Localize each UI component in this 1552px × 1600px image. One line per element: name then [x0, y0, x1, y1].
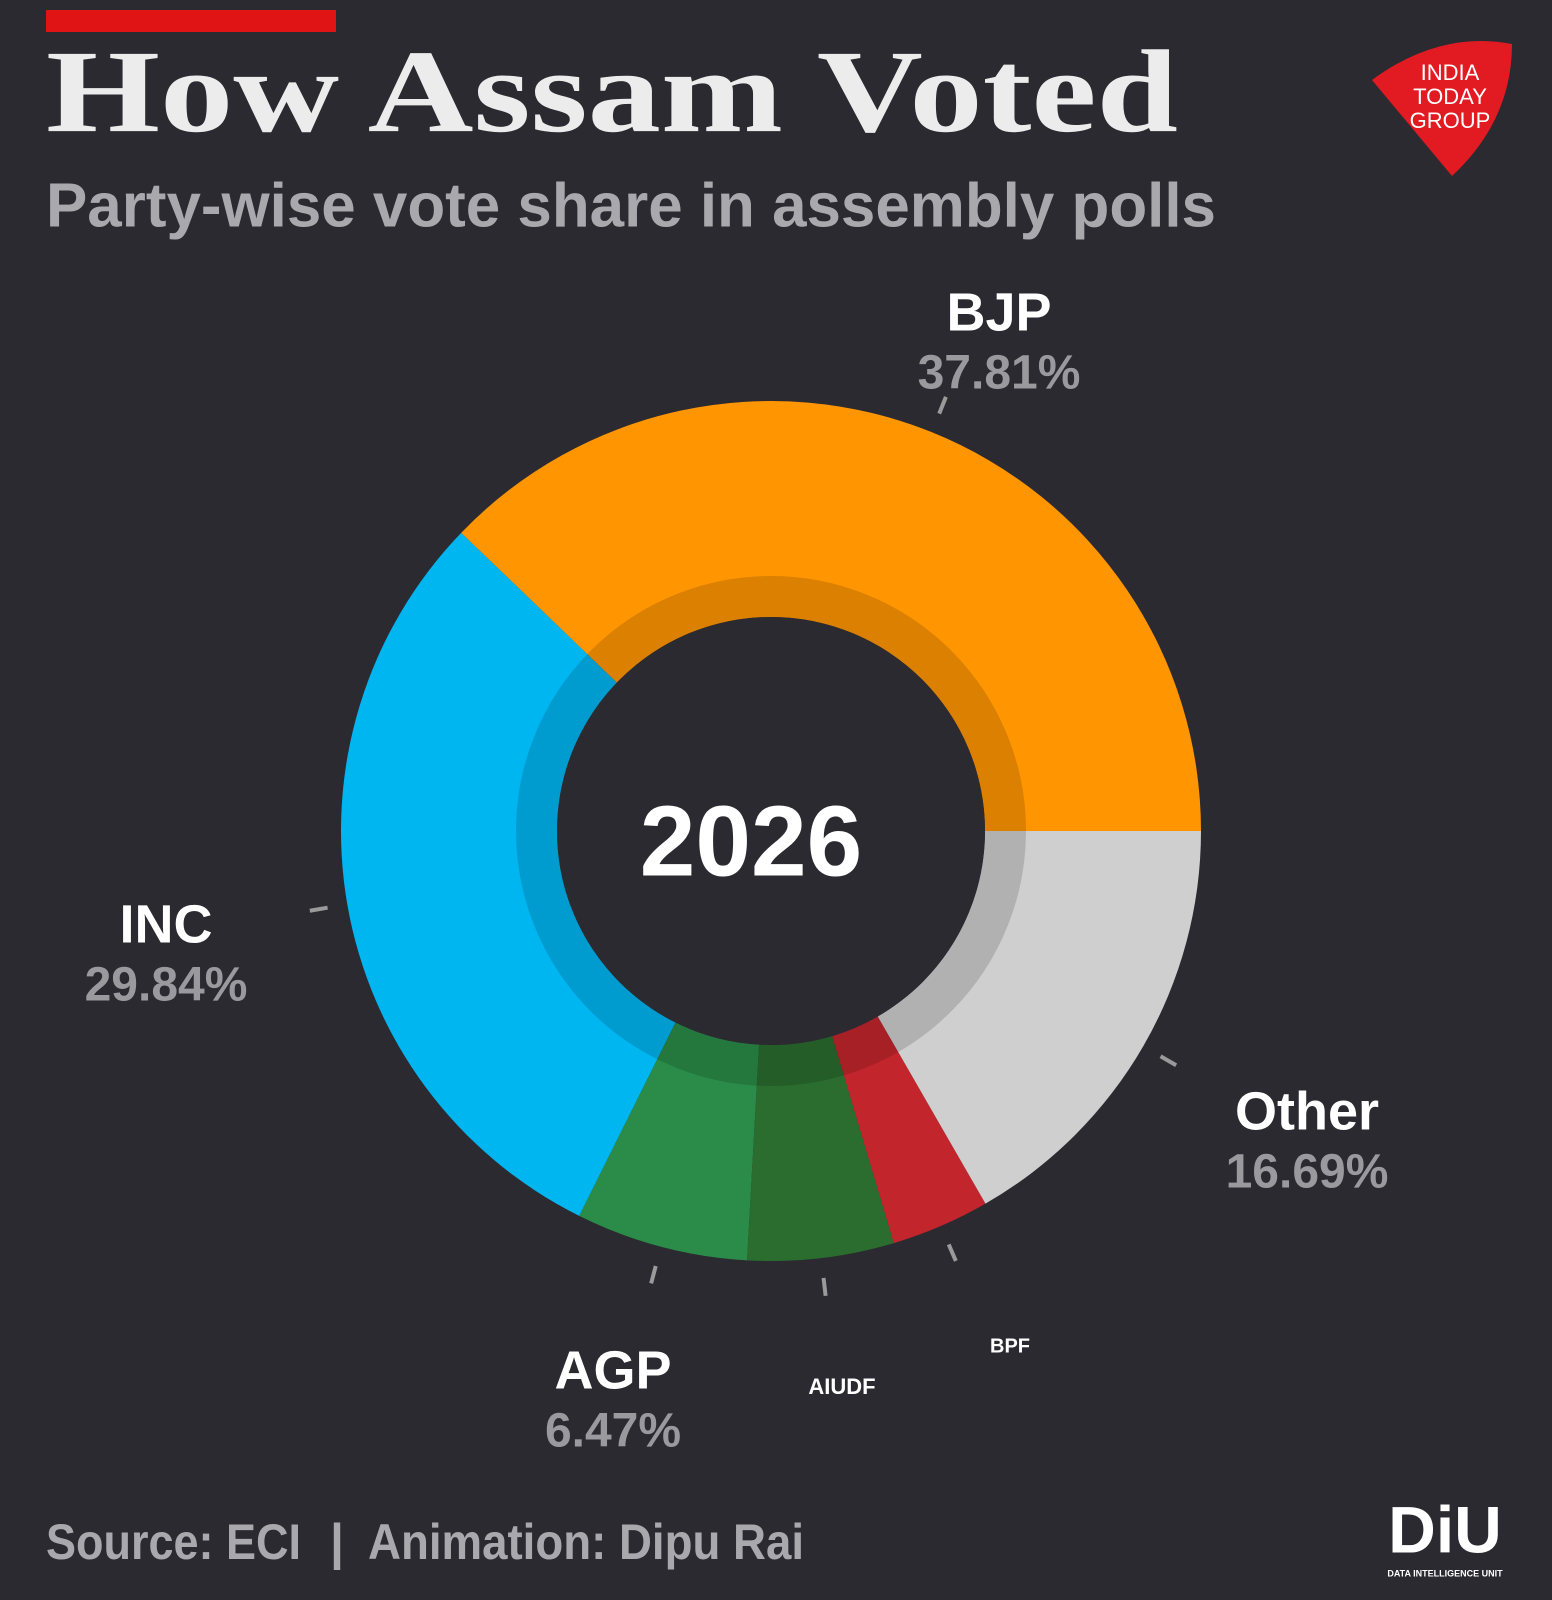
segment-label: BJP	[946, 282, 1051, 342]
chart-title: How Assam Voted	[46, 26, 1178, 157]
logo-text: GROUP	[1410, 108, 1491, 133]
logo-shape	[1372, 40, 1512, 176]
donut-segment	[341, 532, 676, 1216]
accent-bar	[46, 10, 336, 32]
unit-logo: DiU DATA INTELLIGENCE UNIT	[1387, 1492, 1503, 1578]
leader-tick	[937, 396, 948, 415]
donut-segment	[832, 1016, 986, 1244]
donut-segment	[877, 831, 1201, 1204]
donut-segment	[747, 1036, 894, 1261]
inner-shade	[516, 576, 1026, 1086]
donut-hole	[557, 617, 985, 1045]
donut-segment	[461, 401, 1201, 831]
unit-logo-caption: DATA INTELLIGENCE UNIT	[1387, 1568, 1503, 1578]
segment-label: AGP	[554, 1340, 671, 1400]
value-label: 6.47%	[545, 1405, 681, 1458]
center-label: 2026	[640, 785, 862, 897]
leader-tick	[649, 1265, 658, 1284]
segment-label: AIUDF	[808, 1374, 875, 1399]
segment-label: BPF	[990, 1335, 1030, 1357]
value-label: 37.81%	[918, 347, 1081, 400]
leader-tick	[946, 1243, 958, 1262]
leader-tick	[309, 905, 328, 913]
separator: |	[330, 1514, 344, 1571]
publisher-logo: INDIA TODAY GROUP	[1372, 40, 1512, 176]
unit-logo-text: DiU	[1388, 1492, 1502, 1566]
source: Source: ECI	[46, 1514, 301, 1570]
logo-text: TODAY	[1413, 84, 1487, 109]
logo-text: INDIA	[1421, 60, 1480, 85]
chart-subtitle: Party-wise vote share in assembly polls	[46, 171, 1216, 240]
segment-label: INC	[120, 894, 213, 954]
leader-tick	[821, 1277, 828, 1297]
leader-tick	[1159, 1054, 1178, 1068]
value-label: 16.69%	[1226, 1146, 1389, 1199]
donut-segment	[579, 1022, 760, 1261]
segment-label: Other	[1235, 1081, 1379, 1141]
credit: Animation: Dipu Rai	[368, 1514, 804, 1570]
value-label: 29.84%	[85, 959, 248, 1012]
